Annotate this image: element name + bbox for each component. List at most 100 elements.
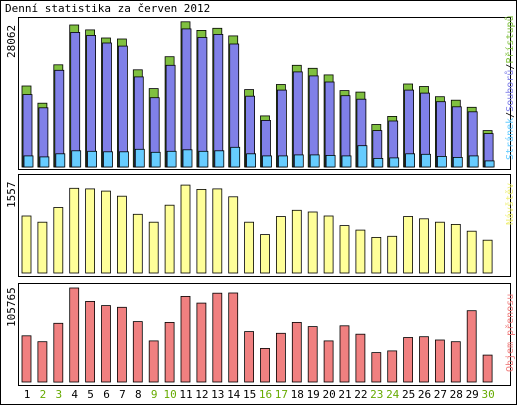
bar-navstev [180,184,191,274]
bar-souboru [213,34,224,168]
panel1-ymax-label: 28062 [5,25,18,58]
bar-stranek [119,151,129,168]
x-tick-label: 21 [338,388,351,401]
x-tick-label: 8 [135,388,142,401]
bar-navstev [387,235,398,274]
bar-navstev [244,221,255,274]
bar-navstev [355,229,366,274]
bar-souboru [181,28,192,168]
x-tick-label: 12 [195,388,208,401]
bar-stranek [309,154,320,168]
x-tick-label: 2 [40,388,47,401]
legend-souboru: Souborů [504,70,516,112]
bar-souboru [324,81,335,168]
bar-stranek [341,155,352,168]
bar-navstev [196,188,207,274]
bar-navstev [85,188,95,274]
bar-objem [180,295,191,383]
bar-navstev [21,215,32,274]
bar-stranek [39,156,50,168]
bar-objem [53,322,64,383]
legend-sep-2: / [505,64,516,70]
bar-souboru [276,89,287,168]
bar-navstev [419,218,429,274]
bar-stranek [373,157,384,168]
bar-objem [132,321,143,383]
bar-objem [403,337,414,383]
panel-visits-frame [18,174,511,277]
bar-stranek [230,146,241,168]
bar-navstev [434,221,445,274]
bar-navstev [212,188,223,274]
bar-objem [339,325,350,383]
bar-stranek [246,153,257,168]
legend-requests: Stránek/Souborů/Přístupů [504,15,516,160]
bar-stranek [436,155,447,168]
bar-souboru [86,35,96,168]
bar-souboru [197,37,208,168]
bar-stranek [55,153,66,168]
bar-objem [244,331,255,383]
bar-objem [101,305,111,383]
x-tick-label: 24 [386,388,400,401]
panel3-ymax-label: 105765 [5,287,18,327]
bar-stranek [452,156,463,168]
bar-stranek [468,155,479,168]
bar-objem [212,292,223,383]
bar-objem [275,332,286,383]
x-tick-label: 22 [354,388,367,401]
legend-objem: Objem přenosu [504,294,516,372]
legend-pristupu: Přístupů [504,15,516,63]
bar-stranek [405,153,416,168]
bar-objem [69,287,80,383]
x-tick-label: 26 [418,388,431,401]
bar-stranek [389,157,400,168]
x-tick-label: 29 [466,388,479,401]
bar-objem [164,321,175,383]
x-tick-label: 18 [291,388,304,401]
bar-objem [37,341,48,383]
x-tick-label: 15 [243,388,256,401]
bar-navstev [371,236,382,274]
bar-objem [117,306,127,383]
bar-souboru [70,32,81,168]
x-tick-label: 5 [87,388,94,401]
x-tick-label: 13 [211,388,224,401]
panel-transfer-frame [18,283,511,386]
bar-navstev [323,215,334,274]
bar-objem [323,340,334,383]
legend-sep-1: / [505,112,516,118]
bar-stranek [421,153,431,168]
x-axis-labels: 1 2 3 4 5 6 7 8 9 10 11 12 13 14 15 16 17 18 19 20 21 22 23 24 2… [24,388,495,401]
bar-navstev [148,221,159,274]
bar-navstev [53,207,64,274]
bar-stranek [357,145,368,168]
x-tick-label: 30 [481,388,494,401]
x-tick-label: 10 [163,388,176,401]
bar-navstev [101,190,111,274]
bar-souboru [292,71,303,168]
legend-navstev: Návštěv [504,183,516,225]
bar-stranek [325,154,336,168]
bar-navstev [164,204,175,274]
bar-stranek [293,154,304,168]
bar-objem [291,321,302,383]
x-tick-label: 27 [434,388,447,401]
x-tick-label: 20 [322,388,335,401]
x-tick-label: 14 [227,388,241,401]
bar-objem [482,354,493,383]
x-tick-label: 25 [402,388,415,401]
bar-navstev [117,195,127,274]
bar-navstev [403,216,414,274]
bar-navstev [450,223,461,274]
bar-souboru [118,45,128,168]
bar-stranek [182,149,193,168]
bar-navstev [228,196,239,274]
bar-navstev [482,239,493,274]
bar-stranek [103,151,113,168]
legend-stranek: Stránek [504,118,516,160]
bar-stranek [214,150,225,168]
bar-stranek [134,148,145,168]
x-tick-label: 16 [259,388,272,401]
